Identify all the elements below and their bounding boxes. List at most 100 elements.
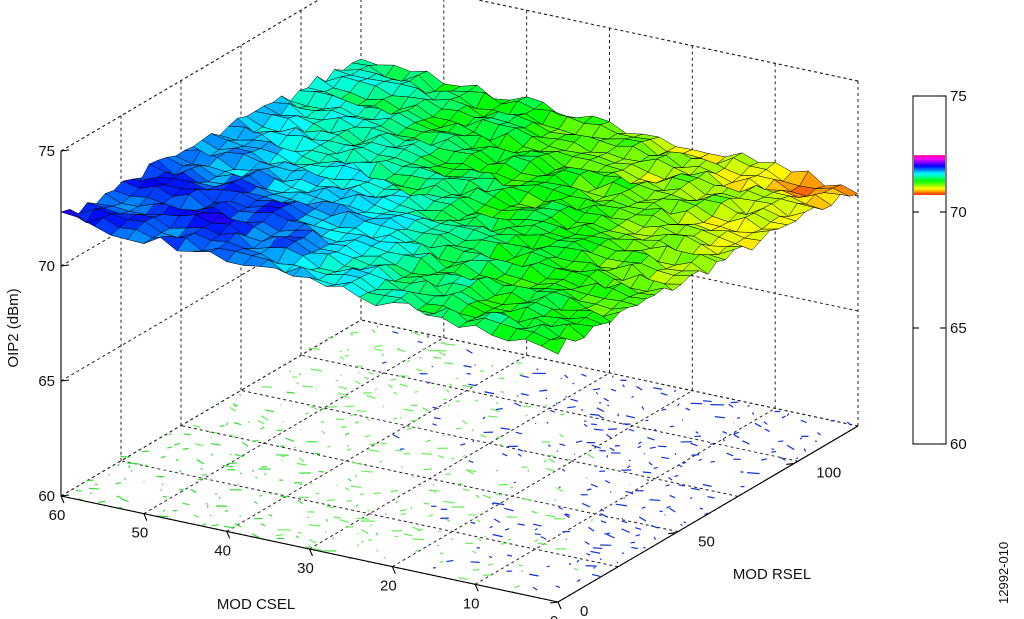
z-tick: [60, 264, 70, 267]
contour-segment: [432, 356, 442, 359]
contour-segment: [589, 413, 600, 417]
contour-segment: [803, 448, 807, 452]
contour-segment: [326, 505, 335, 509]
contour-segment: [342, 395, 350, 399]
contour-segment: [428, 514, 434, 517]
contour-segment: [609, 447, 615, 452]
contour-segment: [606, 455, 609, 458]
contour-segment: [779, 456, 786, 461]
contour-segment: [344, 432, 350, 436]
contour-segment: [390, 489, 398, 493]
contour-segment: [352, 461, 363, 466]
contour-segment: [406, 427, 413, 431]
contour-segment: [698, 458, 703, 461]
contour-segment: [520, 393, 529, 396]
contour-segment: [336, 484, 338, 487]
contour-segment: [726, 452, 734, 457]
contour-segment: [374, 345, 382, 348]
contour-segment: [710, 443, 714, 445]
contour-segment: [563, 513, 570, 519]
contour-segment: [450, 457, 455, 460]
contour-segment: [309, 539, 317, 544]
contour-segment: [532, 523, 542, 527]
contour-segment: [375, 532, 379, 536]
contour-segment: [224, 525, 235, 529]
colorbar-swatch: [914, 157, 945, 160]
contour-segment: [369, 443, 377, 446]
contour-segment: [210, 442, 221, 446]
contour-segment: [412, 538, 424, 541]
contour-segment: [653, 387, 663, 390]
z-axis-label: OIP2 (dBm): [5, 288, 22, 367]
contour-segment: [649, 499, 661, 502]
contour-segment: [665, 484, 670, 487]
contour-segment: [302, 385, 314, 388]
contour-segment: [583, 423, 588, 427]
contour-segment: [545, 514, 556, 518]
contour-segment: [209, 514, 212, 517]
contour-segment: [796, 457, 799, 460]
contour-segment: [659, 510, 663, 513]
contour-segment: [754, 422, 762, 428]
contour-segment: [346, 348, 349, 352]
contour-segment: [321, 407, 325, 410]
contour-segment: [573, 567, 579, 571]
contour-segment: [630, 541, 636, 544]
csel-tick-label: 10: [463, 595, 480, 612]
contour-segment: [498, 483, 509, 486]
contour-segment: [116, 495, 122, 499]
contour-segment: [428, 489, 440, 492]
contour-segment: [216, 403, 220, 406]
contour-segment: [648, 461, 653, 466]
contour-segment: [365, 434, 371, 438]
contour-segment: [786, 413, 790, 417]
contour-segment: [690, 442, 698, 447]
contour-segment: [457, 576, 468, 581]
contour-segment: [446, 559, 454, 563]
contour-segment: [373, 492, 381, 495]
contour-segment: [747, 404, 750, 407]
contour-segment: [500, 542, 508, 545]
contour-segment: [379, 460, 383, 464]
contour-segment: [356, 517, 369, 520]
contour-segment: [817, 432, 821, 436]
z-tick: [60, 379, 70, 382]
colorbar-swatch: [914, 167, 945, 170]
contour-segment: [599, 415, 605, 419]
contour-segment: [410, 506, 413, 510]
contour-segment: [414, 549, 419, 553]
contour-segment: [570, 398, 578, 402]
contour-segment: [678, 484, 685, 487]
contour-segment: [575, 440, 583, 443]
contour-segment: [197, 478, 203, 481]
colorbar-swatch: [914, 190, 945, 193]
contour-segment: [534, 533, 541, 536]
contour-segment: [590, 550, 601, 554]
contour-segment: [305, 545, 311, 549]
grid-line: [60, 319, 362, 497]
contour-segment: [397, 347, 400, 350]
contour-segment: [260, 426, 265, 430]
contour-segment: [595, 391, 599, 395]
surface-mesh: [60, 58, 859, 355]
contour-segment: [367, 509, 370, 512]
contour-segment: [653, 536, 657, 540]
contour-segment: [335, 418, 345, 421]
colorbar-swatch: [914, 174, 945, 177]
grid-line: [120, 460, 619, 568]
contour-segment: [325, 519, 328, 522]
colorbar-swatch: [914, 173, 945, 176]
contour-segment: [399, 383, 408, 387]
contour-segment: [642, 471, 652, 474]
contour-segment: [799, 437, 803, 440]
contour-segment: [417, 340, 423, 344]
contour-segment: [621, 528, 630, 534]
contour-segment: [252, 439, 259, 443]
contour-segment: [643, 546, 646, 549]
contour-segment: [295, 535, 299, 539]
x-axis-label: MOD CSEL: [217, 596, 295, 613]
contour-segment: [669, 494, 676, 499]
contour-projection: [76, 326, 852, 597]
contour-segment: [631, 395, 634, 399]
contour-segment: [456, 377, 459, 380]
